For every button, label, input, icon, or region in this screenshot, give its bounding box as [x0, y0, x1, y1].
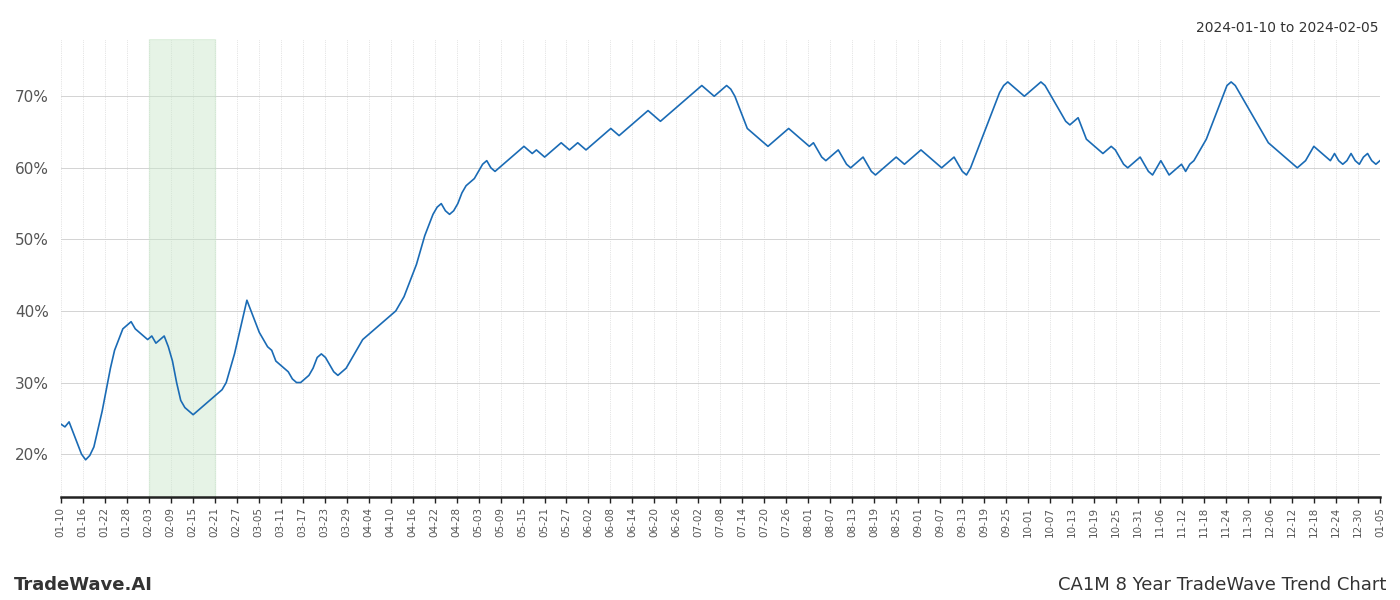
Text: 2024-01-10 to 2024-02-05: 2024-01-10 to 2024-02-05	[1197, 21, 1379, 35]
Bar	[148, 39, 214, 497]
Text: TradeWave.AI: TradeWave.AI	[14, 576, 153, 594]
Text: CA1M 8 Year TradeWave Trend Chart: CA1M 8 Year TradeWave Trend Chart	[1057, 576, 1386, 594]
